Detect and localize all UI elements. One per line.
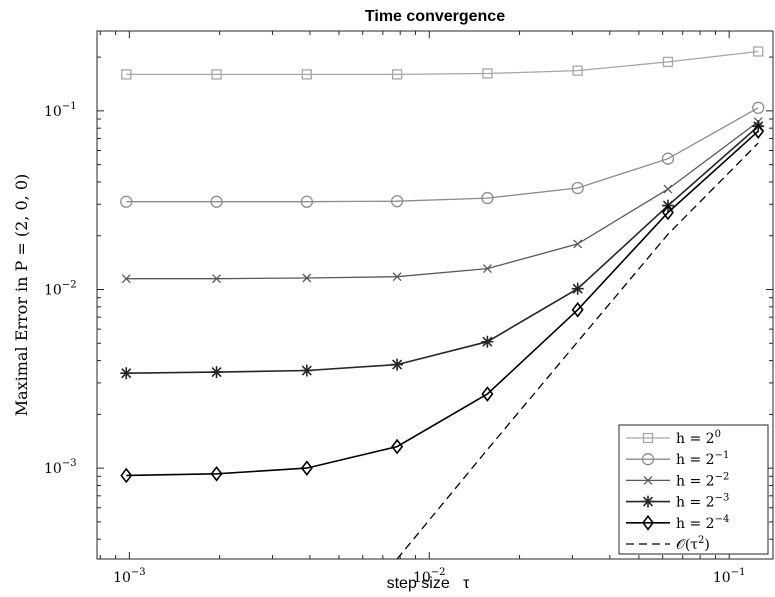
series-line [126,130,759,477]
data-point [300,364,313,377]
legend-box [618,424,769,555]
data-point [391,438,404,455]
data-point [662,56,674,68]
data-point [302,273,312,283]
data-point [120,195,133,208]
series-line [126,121,759,280]
data-point [752,101,765,114]
series-line [126,125,759,374]
legend-marker [641,453,655,466]
data-point [571,282,584,295]
x-tick-label: 10−1 [713,567,746,586]
y-axis-label: Maximal Error in P = (2, 0, 0) [12,174,31,417]
y-tick-label: 10−1 [44,101,77,120]
data-point [211,69,222,80]
data-point [752,120,765,133]
axis-ticks: 10−3 10−2 10−1 10−3 10−2 10−1 [44,31,773,586]
data-point [301,69,312,80]
legend-marker [642,432,654,444]
x-tick-label: 10−2 [413,567,446,586]
data-point [481,335,494,348]
data-point [752,123,765,139]
legend-marker [641,514,655,531]
legend-label: h = 2−1 [676,450,729,468]
legend-marker [643,475,653,485]
chart-title: Time convergence [365,8,505,25]
data-point [571,181,584,195]
data-point [482,68,493,79]
plot-area [96,30,774,560]
series-0 [121,46,764,80]
legend: h = 20 h = 2−1 h = 2−2 h = 2−3 h = 2−4 𝒪(τ2) [618,424,769,555]
legend-label: h = 20 [676,429,721,447]
data-point [573,239,583,249]
data-point [481,386,494,402]
series-line [126,107,759,203]
data-point [571,301,584,318]
data-point [663,184,673,194]
data-point [121,69,132,80]
data-point [120,367,133,380]
data-point [121,274,131,284]
series-line [126,50,759,76]
series-4 [120,123,765,484]
series-1 [120,101,765,208]
data-point [210,195,223,208]
legend-item: h = 2−3 [626,493,729,511]
legend-label: h = 2−3 [676,493,729,511]
data-point [300,195,313,208]
data-point [572,65,583,76]
data-point [300,460,313,476]
data-point [120,467,133,484]
legend-item: h = 20 [626,429,721,447]
data-point [661,204,674,221]
y-tick-label: 10−3 [44,458,77,477]
series-5 [396,142,759,560]
x-axis-label: step size τ [387,575,470,592]
legend-label: 𝒪(τ2) [676,535,710,553]
data-point [392,272,402,282]
data-point [391,69,403,80]
data-point [390,195,404,208]
legend-item: h = 2−2 [626,471,729,489]
x-tick-label: 10−3 [113,567,146,586]
data-point [210,465,223,482]
legend-marker [642,495,654,508]
series-3 [120,120,765,380]
legend-item: 𝒪(τ2) [626,535,710,553]
data-point [482,264,492,274]
legend-item: h = 2−1 [626,450,729,468]
data-point [210,366,223,379]
data-point [753,46,764,57]
legend-label: h = 2−4 [676,514,729,532]
data-point [661,152,675,165]
legend-label: h = 2−2 [676,471,729,489]
series-line [396,142,759,560]
data-point [212,274,222,284]
series-2 [121,117,763,284]
y-tick-label: 10−2 [44,280,77,299]
series-layer [120,46,765,560]
data-point [481,191,494,205]
data-point [391,358,404,371]
legend-item: h = 2−4 [626,514,729,532]
